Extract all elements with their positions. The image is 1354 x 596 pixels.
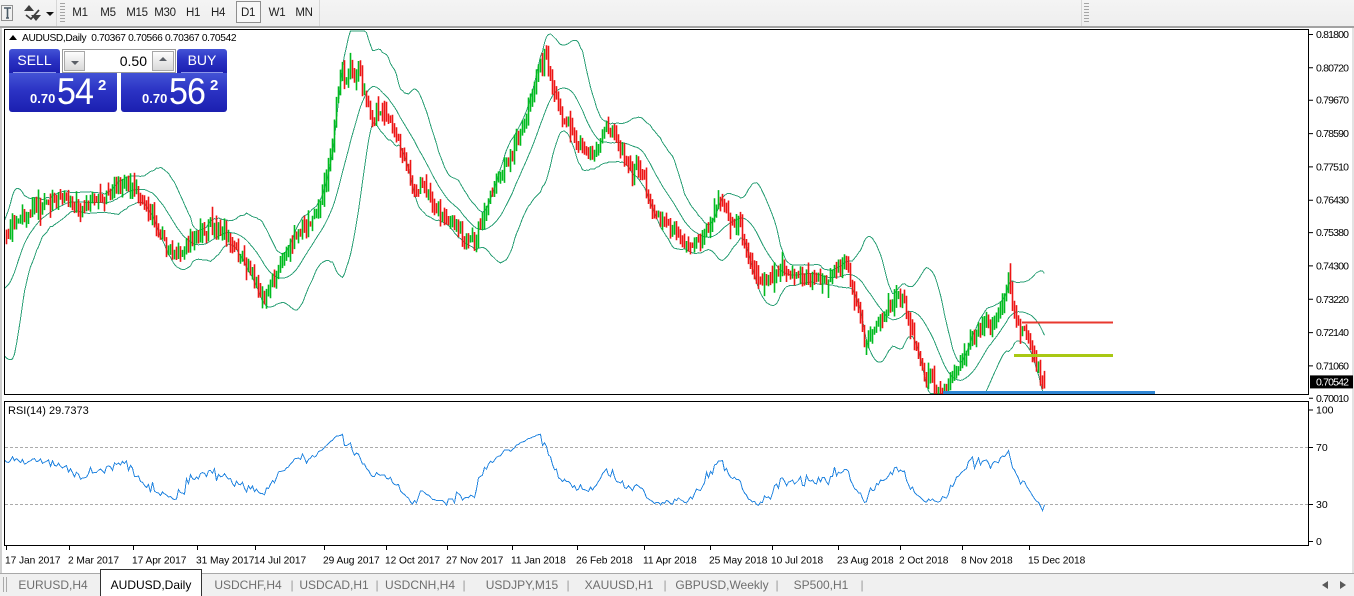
svg-text:15 Dec 2018: 15 Dec 2018 xyxy=(1028,556,1086,567)
svg-text:0.77510: 0.77510 xyxy=(1316,161,1349,173)
svg-text:11 Apr 2018: 11 Apr 2018 xyxy=(643,556,697,567)
svg-text:23 Aug 2018: 23 Aug 2018 xyxy=(837,556,894,567)
svg-text:0.75380: 0.75380 xyxy=(1316,227,1349,239)
svg-text:0.74300: 0.74300 xyxy=(1316,260,1349,272)
svg-text:0.78590: 0.78590 xyxy=(1316,128,1349,140)
svg-text:14 Jul 2017: 14 Jul 2017 xyxy=(254,556,307,567)
svg-text:0.81800: 0.81800 xyxy=(1316,29,1349,41)
svg-text:29 Aug 2017: 29 Aug 2017 xyxy=(323,556,380,567)
svg-text:17 Apr 2017: 17 Apr 2017 xyxy=(132,556,187,567)
svg-text:0.79670: 0.79670 xyxy=(1316,95,1349,107)
svg-text:2 Mar 2017: 2 Mar 2017 xyxy=(68,556,119,567)
svg-text:10 Jul 2018: 10 Jul 2018 xyxy=(771,556,824,567)
svg-text:0.76430: 0.76430 xyxy=(1316,195,1349,207)
svg-text:0: 0 xyxy=(1316,536,1322,548)
svg-text:100: 100 xyxy=(1316,405,1334,417)
svg-text:25 May 2018: 25 May 2018 xyxy=(709,556,768,567)
svg-text:11 Jan 2018: 11 Jan 2018 xyxy=(511,556,566,567)
svg-text:17 Jan 2017: 17 Jan 2017 xyxy=(5,556,61,567)
svg-text:27 Nov 2017: 27 Nov 2017 xyxy=(446,556,504,567)
svg-text:30: 30 xyxy=(1316,499,1328,511)
svg-text:0.72140: 0.72140 xyxy=(1316,327,1349,339)
svg-text:2 Oct 2018: 2 Oct 2018 xyxy=(899,556,949,567)
svg-text:0.80720: 0.80720 xyxy=(1316,62,1349,74)
svg-text:0.70010: 0.70010 xyxy=(1316,393,1349,405)
svg-text:12 Oct 2017: 12 Oct 2017 xyxy=(385,556,440,567)
svg-text:26 Feb 2018: 26 Feb 2018 xyxy=(576,556,633,567)
svg-text:8 Nov 2018: 8 Nov 2018 xyxy=(961,556,1013,567)
svg-text:31 May 2017: 31 May 2017 xyxy=(196,556,255,567)
svg-text:70: 70 xyxy=(1316,442,1328,454)
svg-text:0.70542: 0.70542 xyxy=(1316,376,1349,388)
svg-text:0.71060: 0.71060 xyxy=(1316,360,1349,372)
svg-text:0.73220: 0.73220 xyxy=(1316,294,1349,306)
